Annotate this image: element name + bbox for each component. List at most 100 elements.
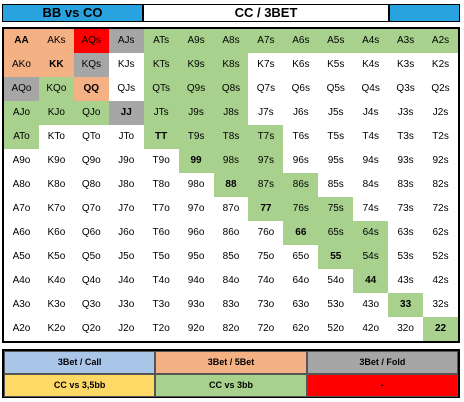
hand-cell-A4s: A4s [353,29,389,53]
hand-cell-K3o: K3o [38,293,74,317]
hand-cell-Q8o: Q8o [73,173,109,197]
hand-cell-32o: 32o [388,317,424,341]
hand-cell-85s: 85s [318,173,354,197]
hand-cell-K8s: K8s [213,53,249,77]
hand-cell-T4o: T4o [143,269,179,293]
hand-cell-KQo: KQo [38,77,74,101]
hand-cell-74s: 74s [353,197,389,221]
hand-cell-53s: 53s [388,245,424,269]
hand-cell-86o: 86o [213,221,249,245]
hand-cell-T5o: T5o [143,245,179,269]
hand-cell-Q6o: Q6o [73,221,109,245]
hand-cell-53o: 53o [318,293,354,317]
hand-cell-87s: 87s [248,173,284,197]
hand-cell-J8o: J8o [108,173,144,197]
hand-cell-K2o: K2o [38,317,74,341]
hand-cell-AKs: AKs [38,29,74,53]
hand-cell-94o: 94o [178,269,214,293]
hand-cell-K2s: K2s [423,53,458,77]
hand-cell-K6o: K6o [38,221,74,245]
hand-cell-63o: 63o [283,293,319,317]
hand-cell-TT: TT [143,125,179,149]
hand-cell-64o: 64o [283,269,319,293]
hand-cell-ATs: ATs [143,29,179,53]
legend-item-2: 3Bet / Fold [306,351,458,374]
hand-cell-QQ: QQ [73,77,109,101]
hand-cell-88: 88 [213,173,249,197]
hand-cell-T5s: T5s [318,125,354,149]
hand-cell-87o: 87o [213,197,249,221]
hand-cell-KK: KK [38,53,74,77]
hand-cell-A5o: A5o [4,245,39,269]
hand-cell-Q9o: Q9o [73,149,109,173]
hand-cell-T3s: T3s [388,125,424,149]
hand-cell-Q3o: Q3o [73,293,109,317]
hand-cell-T2s: T2s [423,125,458,149]
hand-cell-K4s: K4s [353,53,389,77]
header-title-left: BB vs CO [2,4,143,22]
hand-cell-T6o: T6o [143,221,179,245]
hand-cell-86s: 86s [283,173,319,197]
hand-cell-AJs: AJs [108,29,144,53]
hand-cell-73o: 73o [248,293,284,317]
hand-cell-K9o: K9o [38,149,74,173]
hand-cell-95s: 95s [318,149,354,173]
hand-cell-Q5s: Q5s [318,77,354,101]
legend-item-4: CC vs 3bb [155,374,307,397]
hand-cell-65o: 65o [283,245,319,269]
hand-cell-63s: 63s [388,221,424,245]
hand-cell-83s: 83s [388,173,424,197]
hand-cell-JTo: JTo [108,125,144,149]
hand-cell-98s: 98s [213,149,249,173]
hand-cell-J6s: J6s [283,101,319,125]
hand-cell-62o: 62o [283,317,319,341]
hand-cell-K3s: K3s [388,53,424,77]
hand-cell-92s: 92s [423,149,458,173]
hand-cell-AJo: AJo [4,101,39,125]
hand-cell-72o: 72o [248,317,284,341]
hand-cell-ATo: ATo [4,125,39,149]
hand-cell-93o: 93o [178,293,214,317]
hand-cell-T7s: T7s [248,125,284,149]
hand-cell-JJ: JJ [108,101,144,125]
hand-cell-66: 66 [283,221,319,245]
hand-cell-96o: 96o [178,221,214,245]
hand-cell-T3o: T3o [143,293,179,317]
hand-cell-J6o: J6o [108,221,144,245]
hand-cell-Q2s: Q2s [423,77,458,101]
hand-cell-74o: 74o [248,269,284,293]
hand-cell-J7o: J7o [108,197,144,221]
hand-cell-KJo: KJo [38,101,74,125]
hand-cell-42s: 42s [423,269,458,293]
hand-cell-77: 77 [248,197,284,221]
hand-cell-84o: 84o [213,269,249,293]
hand-cell-J7s: J7s [248,101,284,125]
hand-cell-QJs: QJs [108,77,144,101]
hand-cell-92o: 92o [178,317,214,341]
hand-cell-K8o: K8o [38,173,74,197]
hand-cell-K6s: K6s [283,53,319,77]
hand-cell-A6s: A6s [283,29,319,53]
hand-cell-54o: 54o [318,269,354,293]
hand-cell-72s: 72s [423,197,458,221]
hand-cell-K7o: K7o [38,197,74,221]
legend-item-5: - [306,374,458,397]
hand-cell-T8o: T8o [143,173,179,197]
hand-cell-75s: 75s [318,197,354,221]
hand-cell-Q8s: Q8s [213,77,249,101]
hand-cell-52o: 52o [318,317,354,341]
hand-range-grid: AA AKs AQs AJs ATs A9s A8s A7s A6s A5s A4s A3s A2s AK… [2,27,460,343]
hand-cell-Q9s: Q9s [178,77,214,101]
hand-cell-76o: 76o [248,221,284,245]
hand-cell-T7o: T7o [143,197,179,221]
hand-cell-95o: 95o [178,245,214,269]
hand-cell-T8s: T8s [213,125,249,149]
hand-cell-85o: 85o [213,245,249,269]
hand-cell-KTo: KTo [38,125,74,149]
legend-item-0: 3Bet / Call [4,351,156,374]
hand-cell-QTs: QTs [143,77,179,101]
hand-cell-82o: 82o [213,317,249,341]
hand-cell-AQs: AQs [73,29,109,53]
hand-cell-64s: 64s [353,221,389,245]
header-title-center: CC / 3BET [143,4,389,22]
